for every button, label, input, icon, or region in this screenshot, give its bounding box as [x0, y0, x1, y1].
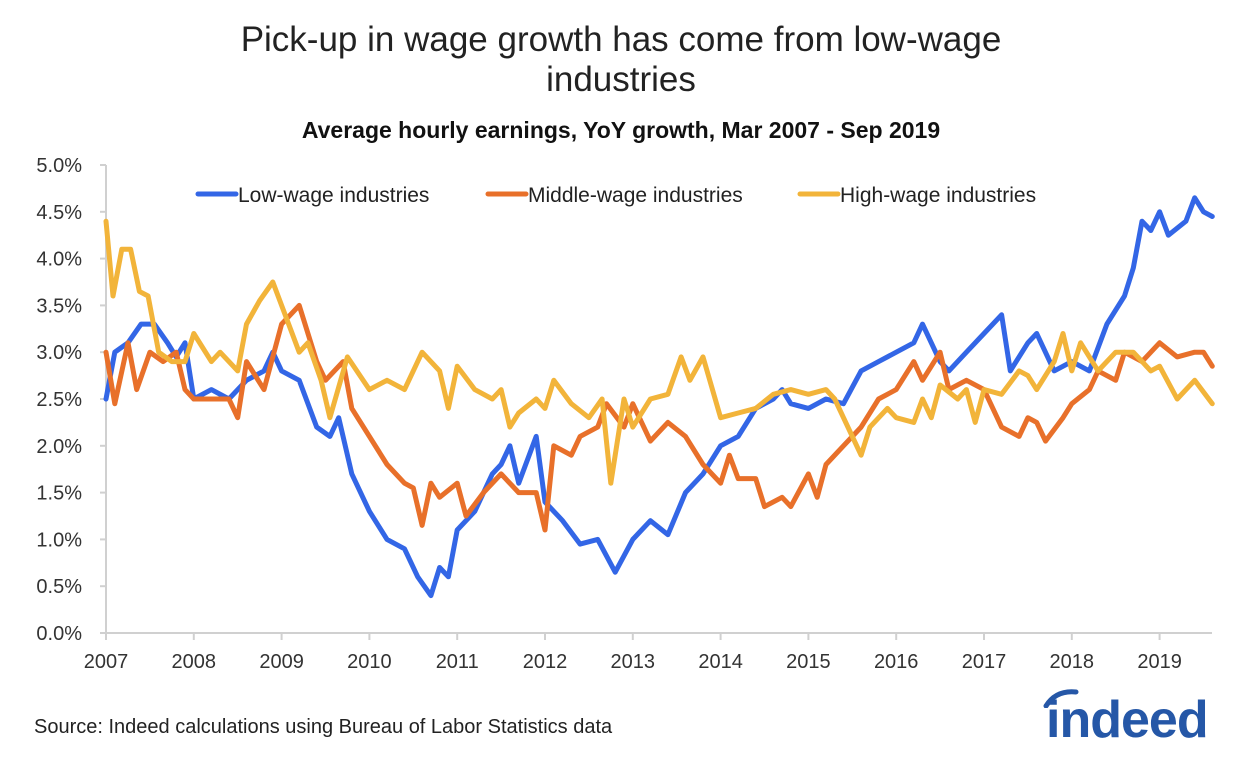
- x-tick-label: 2018: [1050, 651, 1095, 673]
- y-tick-label: 1.5%: [36, 483, 82, 505]
- y-tick-label: 4.0%: [36, 249, 82, 271]
- x-tick-label: 2009: [259, 651, 304, 673]
- y-tick-label: 0.0%: [36, 623, 82, 645]
- series-line-middle-wage-industries: [103, 302, 1215, 533]
- y-tick-label: 2.0%: [36, 436, 82, 458]
- y-tick-label: 3.0%: [36, 342, 82, 364]
- legend-label: Low-wage industries: [238, 184, 429, 207]
- logo-text: indeed: [1046, 691, 1209, 749]
- y-tick-label: 0.5%: [36, 576, 82, 598]
- x-tick-label: 2011: [436, 651, 479, 673]
- x-tick-label: 2014: [698, 651, 743, 673]
- x-tick-label: 2015: [786, 651, 831, 673]
- series-line-high-wage-industries: [103, 218, 1215, 486]
- x-tick-label: 2008: [172, 651, 217, 673]
- indeed-logo: indeed: [1043, 689, 1209, 750]
- chart-title: Pick-up in wage growth has come from low…: [0, 20, 1242, 100]
- legend-label: High-wage industries: [840, 184, 1036, 207]
- legend-label: Middle-wage industries: [528, 184, 743, 207]
- x-tick-label: 2012: [523, 651, 568, 673]
- x-tick-label: 2007: [84, 651, 129, 673]
- source-note: Source: Indeed calculations using Bureau…: [34, 716, 613, 738]
- y-tick-label: 5.0%: [36, 155, 82, 177]
- x-tick-label: 2016: [874, 651, 919, 673]
- y-tick-label: 1.0%: [36, 529, 82, 551]
- x-tick-label: 2017: [962, 651, 1007, 673]
- y-tick-label: 2.5%: [36, 389, 82, 411]
- logo-arc-icon: [1043, 689, 1079, 708]
- x-tick-label: 2010: [347, 651, 392, 673]
- chart-title-line-2: industries: [546, 60, 696, 99]
- chart-title-line-1: Pick-up in wage growth has come from low…: [240, 20, 1002, 59]
- y-tick-label: 4.5%: [36, 202, 82, 224]
- x-tick-label: 2019: [1137, 651, 1182, 673]
- chart-subtitle: Average hourly earnings, YoY growth, Mar…: [301, 117, 941, 143]
- y-tick-label: 3.5%: [36, 295, 82, 317]
- x-tick-label: 2013: [611, 651, 656, 673]
